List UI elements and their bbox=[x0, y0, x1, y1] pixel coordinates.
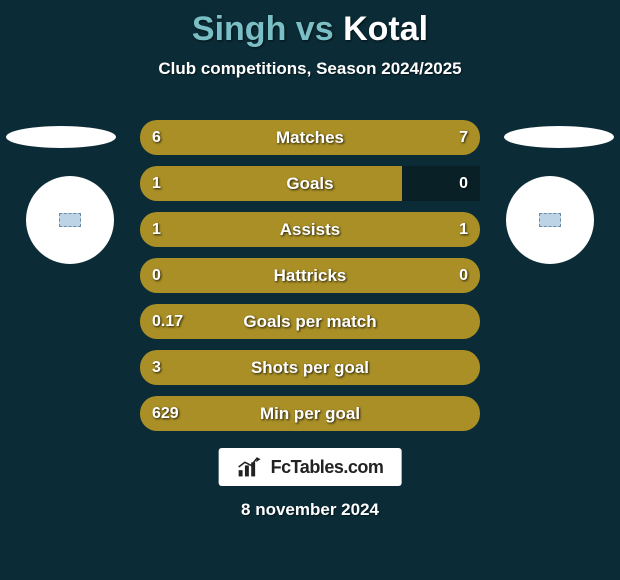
title: Singh vs Kotal bbox=[0, 0, 620, 49]
stat-label: Min per goal bbox=[140, 396, 480, 431]
stat-value-left: 6 bbox=[152, 120, 161, 155]
stat-row: Shots per goal3 bbox=[140, 350, 480, 385]
title-vs: vs bbox=[296, 10, 334, 48]
stat-value-right: 0 bbox=[459, 258, 468, 293]
stat-label: Assists bbox=[140, 212, 480, 247]
date-text: 8 november 2024 bbox=[0, 500, 620, 520]
stat-value-left: 1 bbox=[152, 212, 161, 247]
flag-icon bbox=[539, 213, 561, 227]
player1-oval-badge bbox=[6, 126, 116, 148]
stat-row: Hattricks0 0 bbox=[140, 258, 480, 293]
stat-label: Goals bbox=[140, 166, 480, 201]
player2-circle-badge bbox=[506, 176, 594, 264]
branding-box: FcTables.com bbox=[219, 448, 402, 486]
stat-value-right: 7 bbox=[459, 120, 468, 155]
subtitle: Club competitions, Season 2024/2025 bbox=[0, 59, 620, 79]
stat-value-left: 1 bbox=[152, 166, 161, 201]
flag-icon bbox=[59, 213, 81, 227]
player2-oval-badge bbox=[504, 126, 614, 148]
branding-text: FcTables.com bbox=[271, 457, 384, 478]
stat-value-left: 0.17 bbox=[152, 304, 183, 339]
stat-value-left: 629 bbox=[152, 396, 179, 431]
stat-row: Goals per match0.17 bbox=[140, 304, 480, 339]
stat-label: Shots per goal bbox=[140, 350, 480, 385]
chart-icon bbox=[237, 456, 263, 478]
stat-value-left: 3 bbox=[152, 350, 161, 385]
stat-label: Matches bbox=[140, 120, 480, 155]
title-player1: Singh bbox=[192, 10, 286, 48]
stat-value-left: 0 bbox=[152, 258, 161, 293]
stat-value-right: 0 bbox=[459, 166, 468, 201]
stat-row: Min per goal629 bbox=[140, 396, 480, 431]
stats-panel: Matches67Goals10Assists11Hattricks00Goal… bbox=[140, 120, 480, 442]
stat-row: Goals1 0 bbox=[140, 166, 480, 201]
title-player2: Kotal bbox=[343, 10, 428, 48]
stat-label: Goals per match bbox=[140, 304, 480, 339]
player1-circle-badge bbox=[26, 176, 114, 264]
stat-row: Assists1 1 bbox=[140, 212, 480, 247]
stat-value-right: 1 bbox=[459, 212, 468, 247]
stat-label: Hattricks bbox=[140, 258, 480, 293]
stat-row: Matches6 7 bbox=[140, 120, 480, 155]
